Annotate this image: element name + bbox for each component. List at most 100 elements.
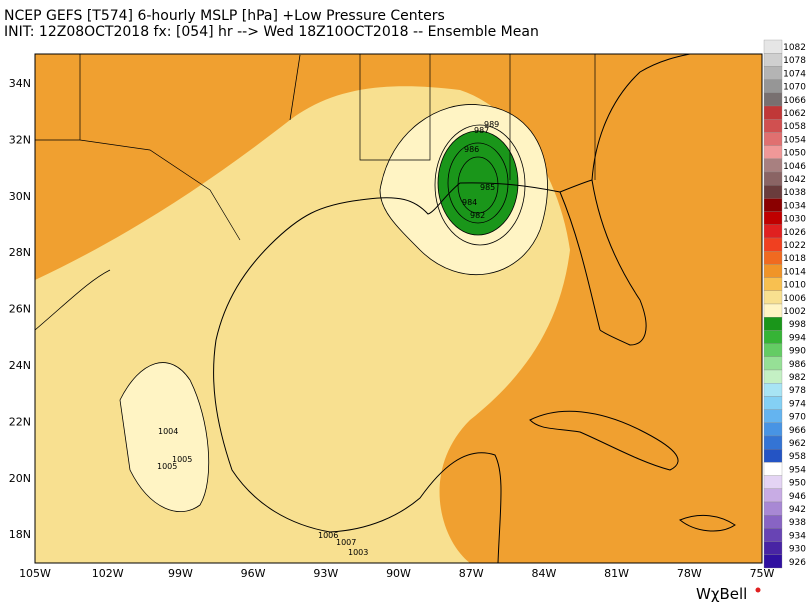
colorbar-swatch [763, 211, 783, 225]
colorbar-swatch [763, 290, 783, 305]
lat-label: 18N [9, 528, 31, 541]
colorbar-label: 1054 [783, 135, 806, 145]
colorbar-swatch [763, 435, 783, 450]
colorbar-label: 1058 [783, 122, 806, 132]
colorbar-swatch [763, 501, 783, 516]
colorbar-swatch [763, 369, 783, 384]
colorbar-label: 978 [789, 386, 806, 396]
colorbar-label: 1082 [783, 43, 806, 53]
colorbar-swatch [763, 105, 783, 120]
colorbar-label: 1030 [783, 215, 806, 225]
colorbar-swatch [763, 66, 783, 80]
lon-label: 87W [459, 567, 484, 580]
low-label: 1003 [348, 548, 368, 557]
low-label: 1004 [158, 427, 178, 436]
colorbar-label: 1006 [783, 294, 806, 304]
colorbar-label: 962 [789, 439, 806, 449]
colorbar-label: 1022 [783, 241, 806, 251]
colorbar-label: 974 [789, 399, 806, 409]
colorbar-label: 970 [789, 413, 806, 423]
colorbar-swatch [763, 356, 783, 371]
low-label: 986 [464, 145, 479, 154]
low-label: 1007 [336, 538, 356, 547]
lon-label: 81W [604, 567, 629, 580]
lon-label: 78W [677, 567, 702, 580]
colorbar-swatch [763, 541, 783, 555]
colorbar-label: 1014 [783, 267, 806, 277]
colorbar-swatch [763, 343, 783, 357]
colorbar-swatch [763, 488, 783, 503]
colorbar-swatch [763, 554, 783, 569]
colorbar-swatch [763, 119, 783, 133]
lat-label: 22N [9, 415, 31, 428]
colorbar-swatch [763, 79, 783, 93]
colorbar-label: 950 [789, 479, 806, 489]
low-label: 989 [484, 120, 499, 129]
colorbar-swatch [763, 251, 783, 265]
contour [447, 142, 509, 224]
colorbar-label: 1078 [783, 56, 806, 66]
colorbar-swatch [763, 383, 783, 397]
colorbar-swatch [763, 237, 783, 252]
colorbar-label: 1042 [783, 175, 806, 185]
colorbar-swatch [763, 317, 783, 331]
colorbar-swatch [763, 224, 783, 239]
title: NCEP GEFS [T574] 6-hourly MSLP [hPa] +Lo… [4, 8, 445, 24]
colorbar-label: 990 [789, 347, 806, 357]
colorbar-swatch [763, 185, 783, 199]
colorbar-swatch [763, 145, 783, 159]
cuba [529, 410, 679, 471]
subtitle: INIT: 12Z08OCT2018 fx: [054] hr --> Wed … [4, 24, 539, 40]
colorbar-label: 986 [789, 360, 806, 370]
coastline-florida [559, 179, 647, 346]
lat-label: 34N [9, 77, 31, 90]
map-area [34, 53, 763, 564]
colorbar-label: 1010 [783, 281, 806, 291]
colorbar-swatch [763, 475, 783, 489]
colorbar-swatch [763, 396, 783, 410]
colorbar-swatch [763, 53, 783, 67]
colorbar-label: 1046 [783, 162, 806, 172]
colorbar-label: 1062 [783, 109, 806, 119]
lat-label: 28N [9, 246, 31, 259]
colorbar-swatch [763, 132, 783, 146]
map-frame [34, 53, 763, 564]
colorbar-label: 946 [789, 492, 806, 502]
colorbar-label: 1050 [783, 149, 806, 159]
colorbar-label: 958 [789, 452, 806, 462]
lon-label: 93W [313, 567, 338, 580]
logo-dot [755, 587, 761, 593]
colorbar-label: 966 [789, 426, 806, 436]
colorbar-label: 1070 [783, 83, 806, 93]
pressure-band-1002 [119, 362, 210, 512]
colorbar-label: 930 [789, 545, 806, 555]
lat-label: 30N [9, 190, 31, 203]
borders [35, 54, 596, 241]
colorbar-swatch [763, 449, 783, 463]
coastline [213, 182, 601, 564]
low-label: 982 [470, 211, 485, 220]
lon-label: 96W [241, 567, 266, 580]
colorbar-swatch [763, 303, 783, 318]
colorbar-label: 1018 [783, 254, 806, 264]
colorbar-swatch [763, 39, 783, 54]
colorbar-swatch [763, 462, 783, 476]
colorbar-swatch [763, 158, 783, 173]
colorbar-swatch [763, 528, 783, 542]
lat-label: 32N [9, 133, 31, 146]
contour [34, 54, 301, 331]
colorbar-swatch [763, 409, 783, 423]
low-label: 984 [462, 198, 477, 207]
jamaica [679, 514, 736, 532]
low-centers: 1004 1005 1005 1006 1007 1003 989 987 98… [157, 120, 499, 557]
lat-label: 26N [9, 303, 31, 316]
colorbar-swatch [763, 198, 783, 212]
colorbar-swatch [763, 171, 783, 186]
lon-label: 90W [386, 567, 411, 580]
lon-label: 75W [750, 567, 775, 580]
colorbar-label: 942 [789, 505, 806, 515]
colorbar-label: 926 [789, 558, 806, 568]
colorbar-label: 998 [789, 320, 806, 330]
